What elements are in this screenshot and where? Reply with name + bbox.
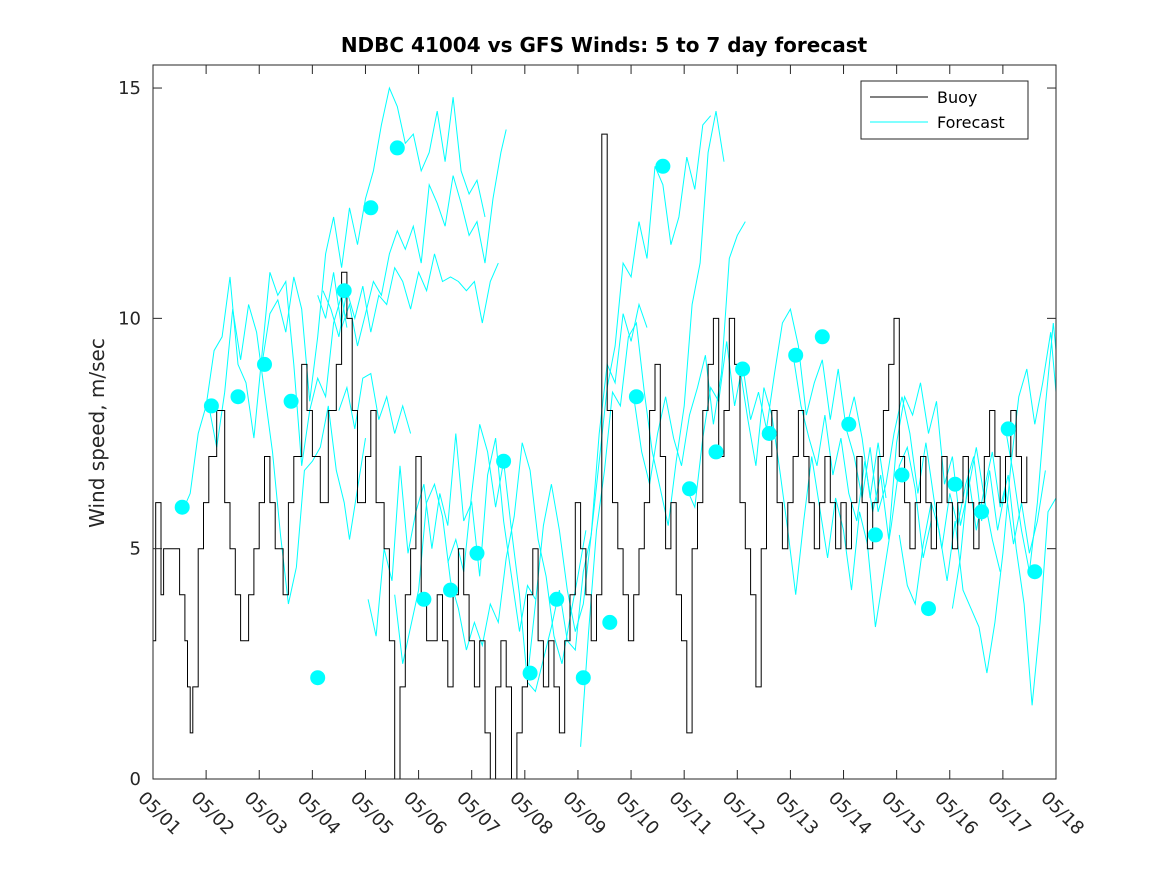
y-tick-label: 0 [130,769,141,790]
forecast-run-line [527,115,712,678]
x-tick-label: 05/14 [824,788,876,840]
forecast-run-line [338,372,412,434]
x-tick-label: 05/10 [612,788,664,840]
x-tick-label: 05/11 [665,788,717,840]
forecast-marker [682,481,697,497]
forecast-marker [761,426,777,441]
forecast-marker [549,591,565,607]
forecast-marker [575,670,591,686]
forecast-marker [389,140,405,156]
x-tick-label: 05/12 [718,788,770,840]
x-tick-label: 05/03 [240,788,292,840]
chart-title: NDBC 41004 vs GFS Winds: 5 to 7 day fore… [341,33,868,57]
marker-layer [174,140,1043,686]
forecast-marker [788,347,804,363]
x-tick-label: 05/08 [505,788,557,840]
x-tick-label: 05/04 [293,788,345,840]
x-tick-label: 05/15 [877,788,929,840]
forecast-marker [257,356,272,372]
y-tick-label: 5 [130,539,141,560]
forecast-marker [974,504,990,520]
forecast-run-line [261,86,486,402]
x-tick-label: 05/05 [346,788,398,840]
forecast-run-line [1005,322,1056,572]
forecast-run-line [322,253,499,337]
forecast-marker [522,665,538,681]
x-axis: 05/01 05/02 05/03 05/04 05/05 05/06 05/07 05/08… [133,65,1088,839]
y-axis-label: Wind speed, m/sec [85,338,109,528]
forecast-marker [416,591,432,607]
forecast-marker [1000,421,1016,437]
series-layer [153,86,1056,779]
forecast-run-line [181,272,348,512]
forecast-marker [310,670,326,686]
y-axis: 0 5 10 15 [118,78,1056,790]
x-tick-label: 05/16 [930,788,982,840]
forecast-marker [496,453,512,469]
forecast-marker [814,329,830,345]
legend-buoy-label: Buoy [937,88,977,107]
forecast-marker [230,389,246,405]
legend-forecast-label: Forecast [937,113,1005,132]
forecast-marker [283,393,299,409]
forecast-marker [602,614,618,630]
forecast-run-line [317,129,507,347]
plot-area [152,64,1057,780]
forecast-run-line [208,304,366,605]
x-tick-label: 05/17 [983,788,1035,840]
forecast-marker [708,444,724,460]
forecast-run-line [633,221,746,485]
forecast-marker [469,545,485,561]
forecast-run-line [394,442,587,664]
legend: Buoy Forecast [860,80,1029,140]
forecast-run-line [845,396,1046,554]
forecast-marker [921,601,936,617]
forecast-marker [1027,564,1043,580]
forecast-marker [947,476,963,492]
y-tick-label: 15 [118,78,141,99]
forecast-run-line [686,307,887,510]
forecast-run-line [580,111,725,747]
forecast-marker [336,283,352,299]
x-tick-label: 05/07 [452,788,504,840]
forecast-marker [841,416,857,432]
forecast-run-line [447,302,648,693]
x-tick-label: 05/06 [399,788,451,840]
buoy-line [153,133,1028,779]
legend-box [860,80,1029,140]
x-tick-label: 05/01 [133,788,185,840]
x-tick-label: 05/18 [1036,788,1088,840]
forecast-marker [443,582,458,598]
forecast-marker [203,398,219,414]
forecast-marker [735,361,751,377]
x-tick-label: 05/02 [187,788,239,840]
y-tick-label: 10 [118,308,141,329]
x-tick-label: 05/13 [771,788,823,840]
forecast-marker [894,467,910,483]
forecast-marker [363,200,379,216]
forecast-marker [628,389,644,405]
forecast-run-line [898,332,1056,674]
forecast-marker [655,158,671,174]
forecast-marker [174,499,190,515]
x-tick-label: 05/09 [558,788,610,840]
forecast-run-line [951,451,1056,706]
forecast-marker [867,527,883,543]
